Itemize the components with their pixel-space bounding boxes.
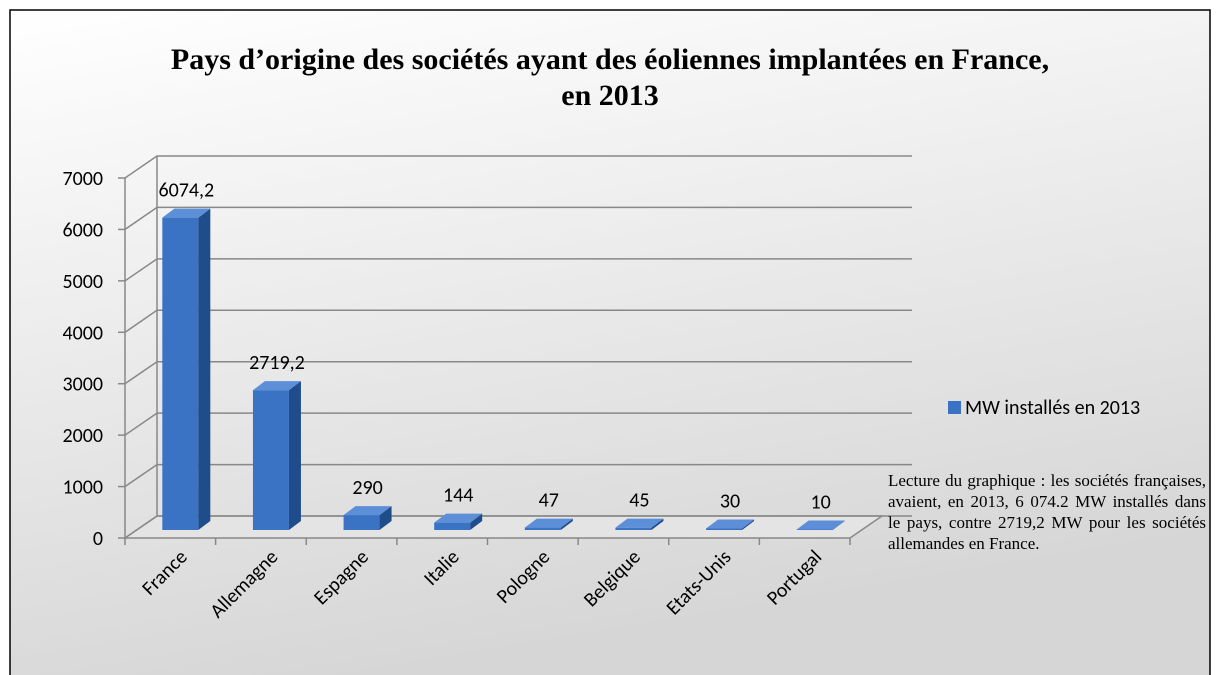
bar-top [434, 513, 483, 523]
value-label: 290 [352, 476, 382, 500]
bar-front [343, 515, 380, 530]
y-tick-label: 1000 [62, 476, 103, 500]
bar-front [252, 390, 289, 530]
y-tick-label: 7000 [62, 167, 103, 191]
legend-swatch [948, 401, 961, 414]
bar-side [832, 520, 845, 530]
grid-line [124, 515, 912, 539]
grid-line [124, 463, 912, 488]
grid-line [124, 309, 912, 333]
bar-top [343, 506, 392, 516]
bar-front [615, 527, 652, 530]
floor [122, 515, 885, 539]
chart-title: Pays d’origine des sociétés ayant des éo… [170, 43, 1050, 112]
value-label: 144 [443, 484, 473, 508]
bar-top [252, 381, 301, 391]
grid-line [124, 258, 912, 282]
y-tick-label: 6000 [62, 218, 103, 242]
bar-top [162, 208, 211, 218]
bar-side [651, 518, 664, 530]
y-tick-label: 0 [93, 527, 103, 551]
bar-top [706, 519, 755, 529]
bar-front [796, 529, 833, 530]
grid-line [124, 360, 912, 385]
value-label: 6074,2 [158, 179, 214, 203]
bar-side [288, 381, 301, 530]
bar-top [615, 518, 664, 528]
y-tick-label: 4000 [62, 321, 103, 345]
bar-side [470, 513, 483, 530]
grid-line [124, 155, 912, 179]
value-label: 45 [629, 489, 649, 513]
bar-side [198, 208, 211, 531]
y-tick-label: 3000 [62, 373, 103, 397]
bar-front [162, 217, 199, 531]
y-tick-label: 2000 [62, 424, 103, 448]
bar-front [524, 527, 561, 530]
bar-side [379, 506, 392, 530]
annotation: Lecture du graphique : les sociétés fran… [888, 471, 1206, 553]
bar-front [706, 528, 743, 530]
y-tick-label: 5000 [62, 270, 103, 294]
legend-label: MW installés en 2013 [965, 396, 1140, 420]
grid-line [124, 206, 912, 231]
value-label: 10 [811, 490, 831, 514]
bar-top [524, 518, 573, 528]
grid-line [124, 412, 912, 436]
bar-side [560, 518, 573, 530]
bar-front [434, 522, 471, 530]
bar-top [796, 520, 845, 530]
value-label: 30 [720, 489, 740, 513]
value-label: 47 [539, 489, 559, 513]
bar-side [742, 519, 755, 530]
value-label: 2719,2 [249, 351, 305, 375]
